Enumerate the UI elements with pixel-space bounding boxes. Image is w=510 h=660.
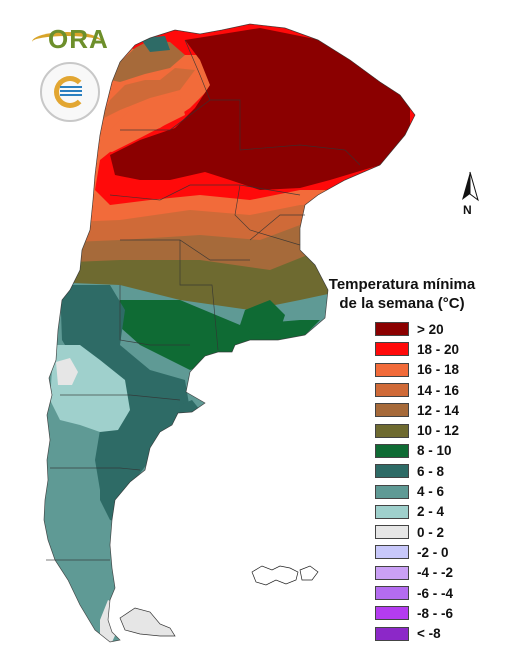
legend-swatch bbox=[375, 626, 409, 641]
legend-label: 10 - 12 bbox=[417, 423, 460, 439]
malvinas-islands bbox=[251, 565, 319, 586]
legend-item: 8 - 10 bbox=[375, 441, 480, 461]
legend-label: -4 - -2 bbox=[417, 565, 454, 581]
legend-item: -6 - -4 bbox=[375, 583, 480, 603]
legend-item: 12 - 14 bbox=[375, 400, 480, 420]
legend-label: 4 - 6 bbox=[417, 484, 445, 500]
legend-label: -2 - 0 bbox=[417, 544, 449, 560]
legend-label: 6 - 8 bbox=[417, 463, 445, 479]
seal-wave-icon bbox=[60, 86, 82, 98]
legend-item: 14 - 16 bbox=[375, 380, 480, 400]
legend-swatch bbox=[375, 464, 409, 479]
legend-item: 18 - 20 bbox=[375, 339, 480, 359]
legend-item: -4 - -2 bbox=[375, 563, 480, 583]
legend-swatch bbox=[375, 423, 409, 438]
legend-item: 0 - 2 bbox=[375, 522, 480, 542]
legend-label: 0 - 2 bbox=[417, 524, 445, 540]
north-arrow-icon bbox=[462, 171, 479, 202]
legend-item: -2 - 0 bbox=[375, 542, 480, 562]
ora-logo: ORA bbox=[48, 24, 109, 54]
legend-swatch bbox=[375, 545, 409, 560]
legend: Temperatura mínima de la semana (°C) > 2… bbox=[320, 275, 480, 644]
legend-swatch bbox=[375, 342, 409, 357]
smn-seal bbox=[40, 62, 100, 122]
legend-item: > 20 bbox=[375, 319, 480, 339]
legend-label: 16 - 18 bbox=[417, 362, 460, 378]
legend-title-line1: Temperatura mínima bbox=[328, 276, 476, 293]
legend-item: < -8 bbox=[375, 623, 480, 643]
legend-swatch bbox=[375, 525, 409, 540]
legend-label: -8 - -6 bbox=[417, 605, 454, 621]
legend-swatch bbox=[375, 443, 409, 458]
legend-swatch bbox=[375, 322, 409, 337]
legend-swatch bbox=[375, 484, 409, 499]
legend-label: 12 - 14 bbox=[417, 402, 460, 418]
legend-label: 8 - 10 bbox=[417, 443, 452, 459]
legend-swatch bbox=[375, 362, 409, 377]
legend-label: 18 - 20 bbox=[417, 341, 460, 357]
legend-item: 16 - 18 bbox=[375, 360, 480, 380]
legend-swatch bbox=[375, 565, 409, 580]
north-label: N bbox=[463, 203, 472, 217]
logo-swoosh bbox=[32, 32, 102, 52]
legend-item: 10 - 12 bbox=[375, 420, 480, 440]
legend-item: -8 - -6 bbox=[375, 603, 480, 623]
province-borders bbox=[43, 23, 416, 643]
tierra-del-fuego bbox=[119, 607, 176, 637]
legend-label: > 20 bbox=[417, 321, 444, 337]
legend-label: 14 - 16 bbox=[417, 382, 460, 398]
legend-swatch bbox=[375, 403, 409, 418]
legend-item: 2 - 4 bbox=[375, 502, 480, 522]
legend-label: < -8 bbox=[417, 626, 441, 642]
legend-swatch bbox=[375, 504, 409, 519]
legend-item: 4 - 6 bbox=[375, 481, 480, 501]
legend-swatch bbox=[375, 586, 409, 600]
legend-list: > 20 18 - 20 16 - 18 14 - 16 12 - 14 10 - 12 8… bbox=[375, 319, 480, 644]
legend-item: 6 - 8 bbox=[375, 461, 480, 481]
legend-label: 2 - 4 bbox=[417, 504, 445, 520]
legend-title-line2: de la semana (°C) bbox=[339, 295, 465, 312]
legend-title: Temperatura mínima de la semana (°C) bbox=[324, 275, 480, 313]
seal-ring bbox=[54, 76, 86, 108]
legend-label: -6 - -4 bbox=[417, 585, 454, 601]
legend-swatch bbox=[375, 606, 409, 621]
legend-swatch bbox=[375, 383, 409, 398]
